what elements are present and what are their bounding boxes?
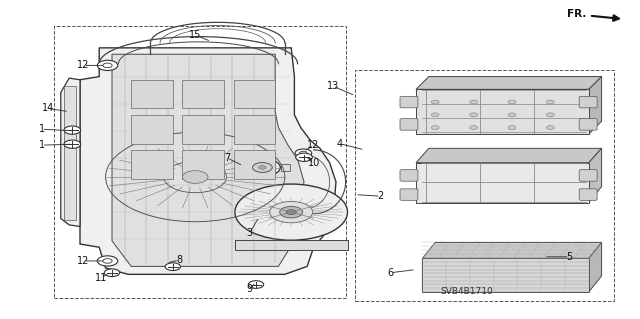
Circle shape (431, 100, 439, 104)
Circle shape (64, 140, 81, 148)
Polygon shape (589, 148, 602, 203)
Polygon shape (112, 54, 304, 266)
Circle shape (64, 126, 81, 134)
Circle shape (431, 126, 439, 130)
Text: 12: 12 (307, 140, 320, 150)
FancyBboxPatch shape (182, 115, 224, 144)
Text: 1: 1 (38, 124, 45, 134)
FancyBboxPatch shape (131, 115, 173, 144)
Circle shape (547, 100, 554, 104)
Circle shape (97, 256, 118, 266)
Text: FR.: FR. (567, 9, 619, 21)
FancyBboxPatch shape (182, 80, 224, 108)
FancyBboxPatch shape (131, 150, 173, 179)
Circle shape (296, 153, 312, 161)
Circle shape (470, 113, 477, 117)
Circle shape (547, 126, 554, 130)
FancyBboxPatch shape (579, 96, 597, 108)
FancyBboxPatch shape (234, 150, 275, 179)
Text: 10: 10 (307, 158, 320, 168)
FancyBboxPatch shape (235, 240, 348, 250)
Text: 5: 5 (566, 252, 573, 262)
Circle shape (244, 159, 280, 176)
Polygon shape (416, 89, 589, 134)
Polygon shape (416, 163, 589, 203)
Circle shape (547, 113, 554, 117)
Circle shape (508, 113, 516, 117)
FancyBboxPatch shape (131, 80, 173, 108)
FancyBboxPatch shape (400, 170, 418, 181)
Circle shape (470, 126, 477, 130)
FancyBboxPatch shape (281, 164, 290, 171)
Text: 8: 8 (176, 255, 182, 265)
Text: 14: 14 (42, 103, 54, 114)
Polygon shape (589, 77, 602, 134)
Polygon shape (422, 258, 589, 292)
FancyBboxPatch shape (400, 119, 418, 130)
FancyBboxPatch shape (579, 189, 597, 200)
Circle shape (104, 269, 120, 277)
Polygon shape (589, 242, 602, 292)
Polygon shape (416, 148, 602, 163)
Polygon shape (80, 48, 336, 274)
Circle shape (253, 163, 272, 172)
Circle shape (508, 126, 516, 130)
Text: 12: 12 (77, 60, 90, 70)
Circle shape (280, 206, 303, 218)
Text: 7: 7 (224, 153, 230, 163)
Text: 3: 3 (246, 228, 253, 238)
Text: 15: 15 (189, 30, 202, 40)
FancyBboxPatch shape (400, 189, 418, 200)
Text: 9: 9 (246, 284, 253, 294)
Text: 6: 6 (387, 268, 394, 278)
FancyBboxPatch shape (235, 164, 244, 171)
Circle shape (182, 171, 208, 183)
Circle shape (259, 166, 266, 169)
Polygon shape (61, 78, 80, 226)
Circle shape (235, 184, 348, 240)
Polygon shape (416, 77, 602, 89)
FancyBboxPatch shape (182, 150, 224, 179)
Circle shape (97, 60, 118, 70)
Text: 4: 4 (336, 138, 342, 149)
Circle shape (470, 100, 477, 104)
FancyBboxPatch shape (234, 115, 275, 144)
Text: 12: 12 (77, 256, 90, 266)
Circle shape (270, 202, 312, 223)
FancyBboxPatch shape (234, 80, 275, 108)
FancyBboxPatch shape (579, 170, 597, 181)
Text: 11: 11 (95, 273, 108, 283)
FancyBboxPatch shape (579, 119, 597, 130)
Circle shape (165, 263, 180, 271)
Text: 1: 1 (38, 140, 45, 150)
Circle shape (295, 149, 312, 157)
Circle shape (248, 281, 264, 288)
Text: 13: 13 (326, 81, 339, 91)
FancyBboxPatch shape (400, 96, 418, 108)
Circle shape (431, 113, 439, 117)
Polygon shape (422, 242, 602, 258)
Text: SVB4B1710: SVB4B1710 (441, 287, 493, 296)
Circle shape (508, 100, 516, 104)
FancyBboxPatch shape (64, 86, 76, 220)
Circle shape (286, 210, 296, 215)
Text: 2: 2 (378, 191, 384, 201)
